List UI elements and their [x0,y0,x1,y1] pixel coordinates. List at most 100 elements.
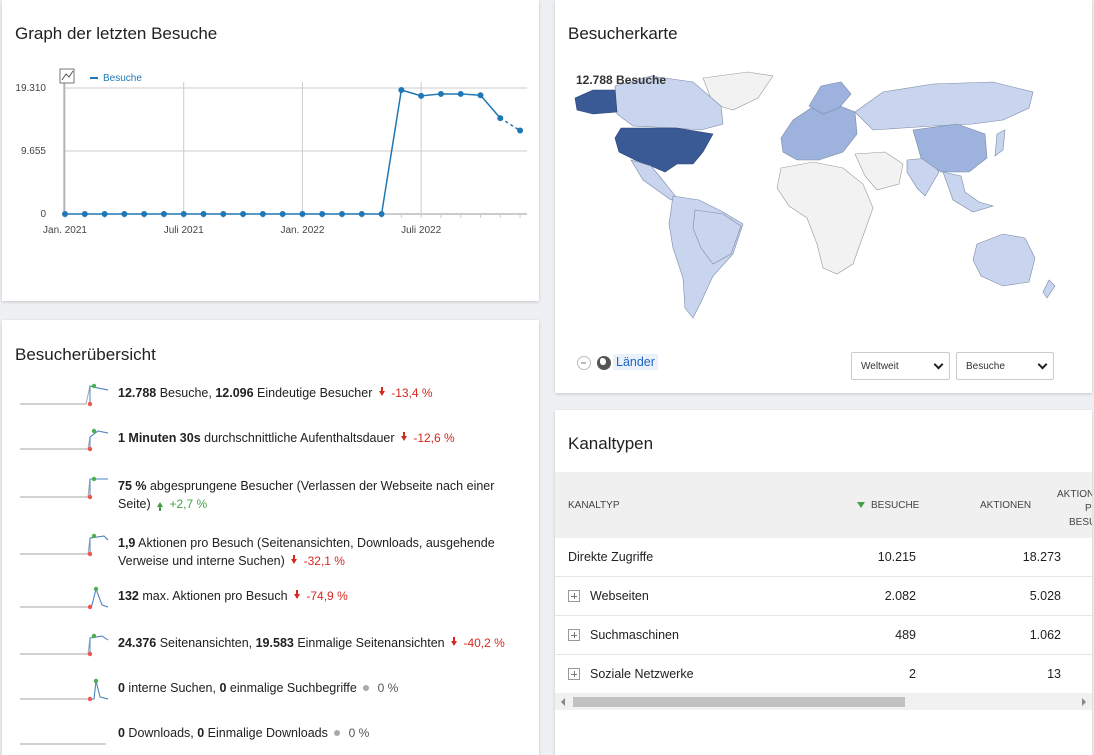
metric-change[interactable]: +2,7 % [166,497,208,511]
channel-types-widget: Kanaltypen KANALTYP BESUCHE AKTIONEN AKT… [555,410,1092,755]
channel-label[interactable]: Soziale Netzwerke [590,667,694,681]
metric-change[interactable]: 0 % [345,726,370,740]
sparkline[interactable] [18,532,112,562]
data-point[interactable] [220,211,227,217]
data-point[interactable] [279,211,286,217]
data-point[interactable] [477,92,484,99]
data-point[interactable] [418,92,425,99]
metric-change[interactable]: -40,2 % [460,636,505,650]
x-tick-label: Jan. 2021 [43,225,87,236]
globe-icon[interactable] [597,356,611,370]
table-row[interactable]: Suchmaschinen 489 1.062 [555,616,1092,655]
data-point[interactable] [240,211,247,217]
trend-down-icon [294,590,301,599]
data-point[interactable] [457,90,464,97]
scroll-right-icon[interactable] [1082,698,1086,706]
map-europe[interactable] [780,103,858,161]
data-point[interactable] [319,211,326,217]
horizontal-scrollbar[interactable] [555,693,1092,710]
metric-value: 1,9 [118,536,136,550]
sparkline-recent-path [90,680,109,700]
col-header-actions[interactable]: AKTIONEN [980,500,1032,511]
data-point[interactable] [141,211,148,217]
data-point[interactable] [497,115,504,122]
data-point[interactable] [180,211,187,217]
map-middle-east[interactable] [854,151,904,191]
map-se-asia[interactable] [942,171,995,213]
channels-title: Kanaltypen [568,434,654,453]
channel-label[interactable]: Suchmaschinen [590,628,679,642]
metric-change[interactable]: -74,9 % [303,589,348,603]
metric-label: interne Suchen, [124,681,220,695]
col-header-actions-per-visit[interactable]: AKTION P BESU [1057,488,1092,530]
data-point[interactable] [259,211,266,217]
metric-change[interactable]: 0 % [374,681,399,695]
metric-value: 19.583 [255,636,294,650]
metric-value: 12.788 [118,386,157,400]
expand-row-icon[interactable] [568,590,580,602]
channel-label[interactable]: Direkte Zugriffe [568,550,654,564]
col-header-type[interactable]: KANALTYP [568,500,620,511]
metric-change[interactable]: -32,1 % [300,554,345,568]
expand-row-icon[interactable] [568,668,580,680]
metric-select[interactable]: Besuche [956,352,1054,380]
sparkline[interactable] [18,382,112,412]
data-point[interactable] [61,211,68,217]
scroll-left-icon[interactable] [561,698,565,706]
map-china[interactable] [912,123,988,173]
legend-label[interactable]: Besuche [103,73,142,84]
data-point[interactable] [398,87,405,94]
map-russia[interactable] [854,81,1034,131]
data-point[interactable] [517,127,524,134]
metric-select-value: Besuche [966,361,1005,372]
map-new-zealand[interactable] [1042,279,1056,299]
sparkline[interactable] [18,427,112,457]
scrollbar-thumb[interactable] [573,697,905,707]
trend-down-icon [451,637,458,646]
table-row[interactable]: Webseiten 2.082 5.028 [555,577,1092,616]
data-point[interactable] [437,90,444,97]
zoom-out-icon[interactable] [577,356,591,370]
x-tick-label: Juli 2021 [164,225,204,236]
sparkline-min-dot [87,696,93,702]
sparkline-path [20,478,108,498]
map-canada[interactable] [614,75,724,131]
map-australia[interactable] [972,233,1036,287]
metric-text: 0 interne Suchen, 0 einmalige Suchbegrif… [118,679,518,697]
channel-label[interactable]: Webseiten [590,589,649,603]
map-africa[interactable] [776,161,874,275]
data-point[interactable] [200,211,207,217]
data-point[interactable] [378,211,385,217]
data-point[interactable] [121,211,128,217]
col-header-visits[interactable]: BESUCHE [857,500,919,511]
countries-link[interactable]: Länder [613,354,658,370]
metric-change[interactable]: -13,4 % [387,386,433,400]
world-map[interactable] [573,68,1073,323]
sparkline-recent-path [89,635,109,654]
sparkline[interactable] [18,475,112,505]
sparkline[interactable] [18,585,112,615]
map-scandinavia[interactable] [808,81,852,115]
sparkline[interactable] [18,677,112,707]
map-usa[interactable] [614,127,714,173]
sparkline[interactable] [18,632,112,662]
map-alaska[interactable] [574,89,618,115]
chart-type-icon[interactable] [59,68,75,84]
table-row[interactable]: Soziale Netzwerke 2 13 [555,655,1092,694]
col-header-visits-label: BESUCHE [871,500,920,511]
sparkline-max-dot [93,586,99,592]
map-brazil[interactable] [692,209,742,265]
metric-value: 0 [219,681,227,695]
data-point[interactable] [160,211,167,217]
data-point[interactable] [358,211,365,217]
data-point[interactable] [299,211,306,217]
metric-change[interactable]: -12,6 % [410,431,455,445]
data-point[interactable] [101,211,108,217]
data-point[interactable] [338,211,345,217]
expand-row-icon[interactable] [568,629,580,641]
map-japan[interactable] [994,129,1006,157]
region-select[interactable]: Weltweit [851,352,950,380]
sparkline[interactable] [18,722,112,752]
data-point[interactable] [81,211,88,217]
table-row[interactable]: Direkte Zugriffe 10.215 18.273 [555,538,1092,577]
